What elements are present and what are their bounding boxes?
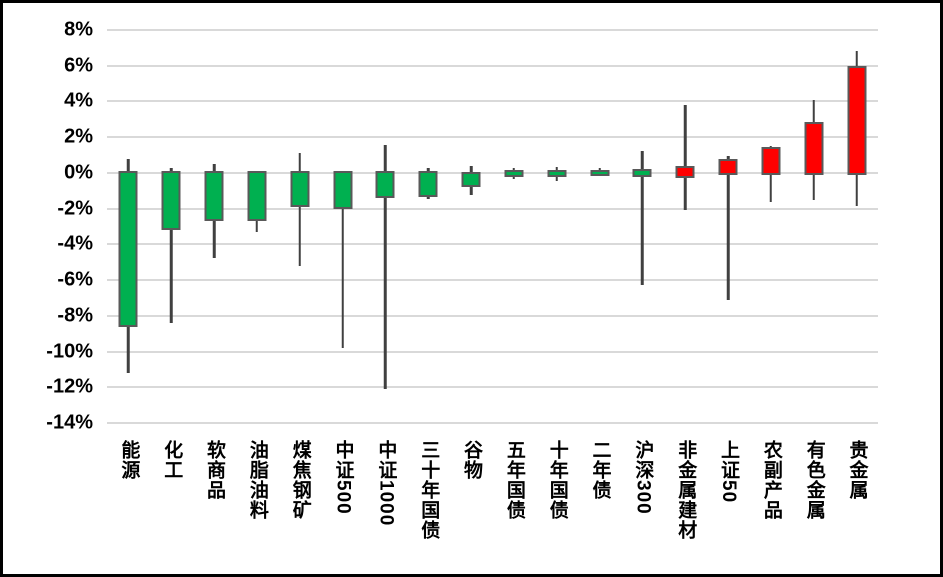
x-axis-category-label: 非金属建材: [675, 440, 697, 540]
x-axis-category-label: 三十年国债: [418, 440, 440, 540]
x-axis-category-label: 谷物: [461, 440, 483, 480]
x-axis-category-label: 五年国债: [503, 440, 525, 520]
x-axis-category-label: 二年债: [589, 440, 611, 500]
candle-wick: [726, 155, 730, 300]
x-axis-category-label: 上证50: [718, 440, 740, 504]
candle-wick: [684, 105, 687, 211]
candle-body: [761, 146, 781, 175]
candle-wick: [641, 150, 644, 286]
candle-body: [804, 121, 824, 175]
y-axis-tick-label: 4%: [64, 89, 93, 112]
candle-body: [547, 170, 567, 177]
candle-body: [632, 169, 652, 177]
candle-body: [504, 170, 524, 177]
x-axis-category-label: 农副产品: [760, 440, 782, 520]
candle-body: [418, 170, 438, 198]
y-axis-tick-label: -10%: [46, 340, 93, 363]
candle-body: [847, 65, 867, 175]
candle-body: [247, 170, 267, 222]
candle-body: [375, 170, 395, 199]
candle-body: [461, 171, 481, 188]
y-axis-tick-label: -8%: [57, 304, 93, 327]
y-axis-tick-label: -4%: [57, 232, 93, 255]
candle-body: [204, 170, 224, 222]
x-axis-category-label: 有色金属: [803, 440, 825, 520]
x-axis-category-label: 中证1000: [375, 440, 397, 527]
x-axis-category-label: 沪深300: [632, 440, 654, 515]
candle-body: [590, 170, 610, 176]
y-axis-tick-label: 0%: [64, 161, 93, 184]
x-axis-category-label: 能源: [118, 440, 140, 480]
plot-area: [107, 30, 878, 423]
candle-wick: [341, 172, 344, 348]
candle-wick: [384, 145, 387, 390]
x-axis-category-label: 贵金属: [846, 440, 868, 500]
y-axis-tick-label: -6%: [57, 268, 93, 291]
candle-body: [118, 170, 138, 327]
y-axis-tick-label: -12%: [46, 375, 93, 398]
y-axis-tick-label: 2%: [64, 125, 93, 148]
y-axis-tick-label: -2%: [57, 197, 93, 220]
y-axis-tick-label: 6%: [64, 54, 93, 77]
x-axis-category-label: 油脂油料: [246, 440, 268, 520]
y-axis-tick-label: 8%: [64, 18, 93, 41]
candle-body: [161, 170, 181, 231]
candle-wick: [298, 153, 301, 266]
x-axis-category-label: 中证500: [332, 440, 354, 515]
x-axis-category-label: 软商品: [204, 440, 226, 500]
x-axis-category-label: 十年国债: [546, 440, 568, 520]
candle-body: [290, 170, 310, 208]
y-axis-tick-label: -14%: [46, 411, 93, 434]
candle-body: [333, 170, 353, 209]
candle-body: [718, 159, 738, 175]
x-axis-category-label: 化工: [161, 440, 183, 480]
candle-body: [675, 165, 695, 179]
x-axis-category-label: 煤焦钢矿: [289, 440, 311, 520]
candle-wick: [170, 168, 173, 323]
